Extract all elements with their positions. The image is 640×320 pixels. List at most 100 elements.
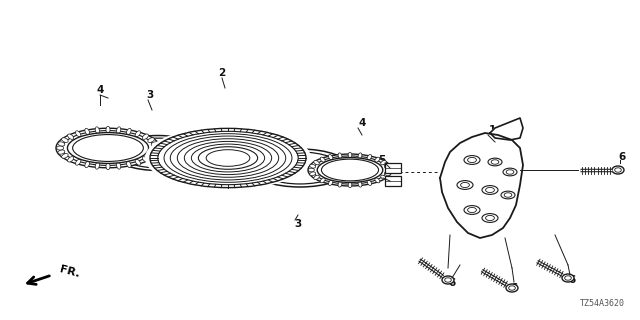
Ellipse shape [95, 162, 99, 169]
Ellipse shape [58, 150, 65, 154]
Bar [385, 163, 401, 173]
Ellipse shape [85, 128, 90, 135]
Ellipse shape [564, 276, 572, 280]
Ellipse shape [310, 164, 316, 168]
Ellipse shape [468, 157, 476, 163]
Ellipse shape [504, 193, 512, 197]
Ellipse shape [461, 182, 469, 188]
Ellipse shape [506, 284, 518, 292]
Ellipse shape [614, 168, 621, 172]
Ellipse shape [442, 276, 454, 284]
Text: 1: 1 [488, 125, 495, 135]
Ellipse shape [328, 180, 333, 186]
Ellipse shape [320, 178, 325, 183]
Text: 6: 6 [568, 275, 575, 285]
Ellipse shape [375, 178, 380, 183]
Ellipse shape [367, 155, 371, 160]
Text: 4: 4 [358, 118, 365, 128]
Ellipse shape [68, 157, 74, 162]
Ellipse shape [151, 150, 158, 154]
Ellipse shape [95, 127, 99, 134]
Ellipse shape [308, 154, 392, 186]
Ellipse shape [348, 152, 352, 158]
Ellipse shape [127, 161, 131, 168]
Ellipse shape [308, 168, 314, 172]
Ellipse shape [148, 138, 154, 142]
Ellipse shape [386, 168, 392, 172]
Text: 4: 4 [96, 85, 104, 95]
Ellipse shape [58, 142, 65, 146]
Text: 2: 2 [218, 68, 226, 78]
Ellipse shape [328, 155, 333, 160]
Ellipse shape [56, 128, 160, 168]
Ellipse shape [85, 161, 90, 168]
Text: FR.: FR. [58, 265, 81, 279]
Ellipse shape [468, 207, 476, 212]
Ellipse shape [317, 157, 383, 182]
Text: 5: 5 [378, 155, 386, 165]
Text: 6: 6 [510, 283, 518, 293]
Ellipse shape [338, 153, 342, 159]
Ellipse shape [486, 188, 495, 193]
Ellipse shape [76, 131, 81, 137]
Polygon shape [490, 118, 523, 140]
Ellipse shape [148, 154, 154, 158]
Ellipse shape [106, 163, 110, 170]
Ellipse shape [152, 146, 159, 150]
Ellipse shape [184, 141, 272, 175]
Ellipse shape [486, 215, 495, 220]
Ellipse shape [506, 170, 514, 174]
Ellipse shape [445, 278, 451, 282]
Ellipse shape [61, 154, 68, 158]
Bar [385, 176, 401, 186]
Ellipse shape [250, 149, 350, 187]
Ellipse shape [320, 157, 325, 162]
Ellipse shape [385, 164, 390, 168]
Ellipse shape [385, 172, 390, 176]
Ellipse shape [142, 134, 148, 139]
Ellipse shape [464, 206, 480, 214]
Ellipse shape [488, 158, 502, 166]
Ellipse shape [482, 214, 498, 222]
Text: 5: 5 [376, 170, 383, 180]
Text: 3: 3 [294, 219, 301, 229]
Ellipse shape [142, 157, 148, 162]
Text: 6: 6 [618, 152, 626, 162]
Ellipse shape [464, 156, 480, 164]
Polygon shape [440, 133, 523, 238]
Ellipse shape [177, 139, 278, 177]
Ellipse shape [612, 166, 624, 174]
Ellipse shape [170, 136, 285, 180]
Ellipse shape [116, 127, 121, 134]
Ellipse shape [509, 286, 515, 290]
Ellipse shape [61, 138, 68, 142]
Ellipse shape [135, 159, 141, 165]
Ellipse shape [381, 161, 386, 165]
Ellipse shape [314, 161, 319, 165]
Text: 3: 3 [147, 90, 154, 100]
Ellipse shape [116, 162, 121, 169]
Text: TZ54A3620: TZ54A3620 [580, 299, 625, 308]
Ellipse shape [151, 142, 158, 146]
Ellipse shape [135, 131, 141, 137]
Ellipse shape [314, 175, 319, 180]
Ellipse shape [375, 157, 380, 162]
Ellipse shape [367, 180, 371, 186]
Ellipse shape [57, 146, 63, 150]
Ellipse shape [68, 134, 74, 139]
Ellipse shape [358, 181, 362, 187]
Ellipse shape [164, 134, 292, 182]
Ellipse shape [501, 191, 515, 199]
Ellipse shape [358, 153, 362, 159]
Ellipse shape [348, 182, 352, 188]
Ellipse shape [112, 136, 204, 171]
Ellipse shape [191, 144, 265, 172]
Ellipse shape [119, 138, 197, 168]
Ellipse shape [482, 186, 498, 195]
Ellipse shape [127, 128, 131, 135]
Ellipse shape [145, 126, 311, 189]
Ellipse shape [338, 181, 342, 187]
Ellipse shape [457, 180, 473, 189]
Ellipse shape [76, 159, 81, 165]
Ellipse shape [503, 168, 517, 176]
